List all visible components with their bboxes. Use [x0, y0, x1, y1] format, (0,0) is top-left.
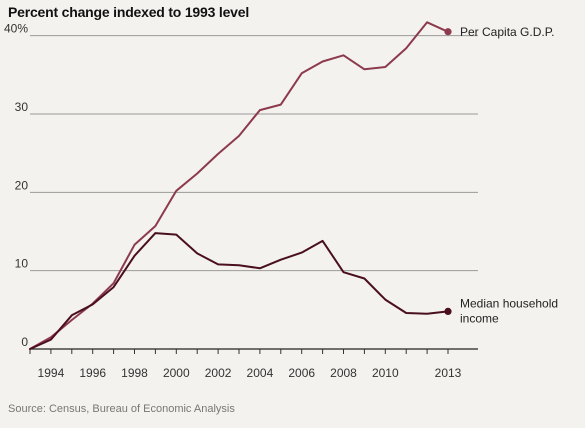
series-lines [29, 21, 452, 350]
x-tick-label: 2006 [288, 366, 315, 380]
x-tick-label: 1996 [79, 366, 106, 380]
series-line-1 [29, 232, 449, 350]
y-tick-label: 20 [15, 178, 29, 192]
series-end-point [444, 28, 452, 36]
x-tick-label: 2013 [435, 366, 462, 380]
y-tick-label: 30 [15, 100, 29, 114]
x-tick-label: 2002 [205, 366, 232, 380]
x-tick-label: 1998 [121, 366, 148, 380]
gridlines [30, 35, 478, 350]
x-tick-label: 1994 [38, 366, 65, 380]
x-axis: 1994 1996 1998 2000 2002 2004 2006 2008 2010 2013 [29, 349, 462, 380]
series-label: income [460, 311, 499, 325]
chart-title: Percent change indexed to 1993 level [8, 4, 250, 20]
y-tick-label: 40% [4, 22, 28, 36]
y-axis-ticks: 0 10 20 30 40% [4, 22, 28, 349]
x-tick-label: 2008 [330, 366, 357, 380]
chart-source: Source: Census, Bureau of Economic Analy… [8, 403, 235, 415]
y-tick-label: 0 [21, 335, 28, 349]
series-label: Median household [460, 296, 558, 310]
x-tick-label: 2004 [247, 366, 274, 380]
y-tick-label: 10 [15, 257, 29, 271]
x-tick-label: 2010 [372, 366, 399, 380]
series-line-0 [29, 21, 449, 350]
series-label: Per Capita G.D.P. [460, 25, 555, 39]
series-end-point [444, 307, 452, 315]
x-tick-label: 2000 [163, 366, 190, 380]
